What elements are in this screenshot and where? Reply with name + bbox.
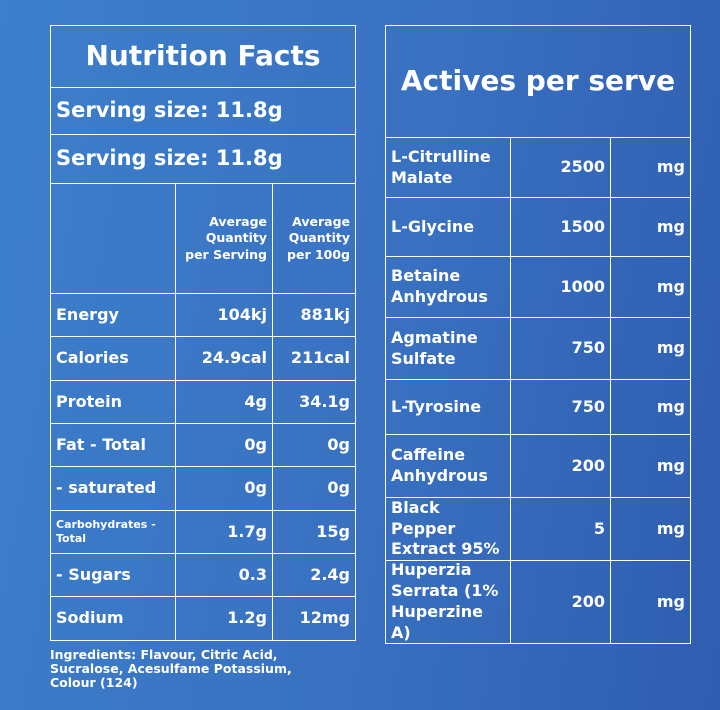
value-cell: 200 (510, 434, 611, 498)
value-cell: 750 (510, 317, 611, 380)
value-cell: mg (610, 317, 691, 380)
value-cell: mg (610, 560, 691, 644)
value-cell: 0g (272, 423, 356, 467)
label-cell: Betaine Anhydrous (385, 256, 511, 318)
value-cell: mg (610, 434, 691, 498)
value-cell: 34.1g (272, 380, 356, 424)
label-cell: Energy (50, 293, 176, 337)
column-header: Average Quantity per Serving (175, 183, 273, 294)
value-cell: 0.3 (175, 553, 273, 597)
value-cell: 24.9cal (175, 336, 273, 381)
label-cell: Protein (50, 380, 176, 424)
value-cell: 2.4g (272, 553, 356, 597)
label-cell: Fat - Total (50, 423, 176, 467)
value-cell: 0g (175, 423, 273, 467)
serving-size: Serving size: 11.8g (50, 87, 356, 135)
label-cell: Agmatine Sulfate (385, 317, 511, 380)
value-cell: 0g (272, 466, 356, 511)
value-cell: 1500 (510, 197, 611, 257)
value-cell: mg (610, 379, 691, 435)
value-cell: 211cal (272, 336, 356, 381)
header-cell (50, 183, 176, 294)
value-cell: mg (610, 137, 691, 198)
value-cell: 2500 (510, 137, 611, 198)
value-cell: 4g (175, 380, 273, 424)
value-cell: 0g (175, 466, 273, 511)
label-cell: Black Pepper Extract 95% (385, 497, 511, 561)
label-cell: Caffeine Anhydrous (385, 434, 511, 498)
label-cell: Carbohydrates - Total (50, 510, 176, 554)
value-cell: mg (610, 497, 691, 561)
table-title: Nutrition Facts (50, 25, 356, 88)
value-cell: 12mg (272, 596, 356, 641)
label-cell: Huperzia Serrata (1% Huperzine A) (385, 560, 511, 644)
ingredients: Ingredients: Flavour, Citric Acid, Sucra… (50, 647, 292, 690)
value-cell: 104kj (175, 293, 273, 337)
value-cell: 200 (510, 560, 611, 644)
label-cell: Sodium (50, 596, 176, 641)
value-cell: mg (610, 256, 691, 318)
value-cell: 1.7g (175, 510, 273, 554)
value-cell: 1000 (510, 256, 611, 318)
label-cell: Calories (50, 336, 176, 381)
value-cell: 881kj (272, 293, 356, 337)
column-header: Average Quantity per 100g (272, 183, 356, 294)
value-cell: mg (610, 197, 691, 257)
label-cell: L-Citrulline Malate (385, 137, 511, 198)
label-cell: L-Glycine (385, 197, 511, 257)
value-cell: 15g (272, 510, 356, 554)
value-cell: 1.2g (175, 596, 273, 641)
label-cell: - Sugars (50, 553, 176, 597)
label-cell: - saturated (50, 466, 176, 511)
label-cell: L-Tyrosine (385, 379, 511, 435)
serving-size: Serving size: 11.8g (50, 134, 356, 184)
table-title: Actives per serve (385, 25, 691, 138)
value-cell: 5 (510, 497, 611, 561)
value-cell: 750 (510, 379, 611, 435)
